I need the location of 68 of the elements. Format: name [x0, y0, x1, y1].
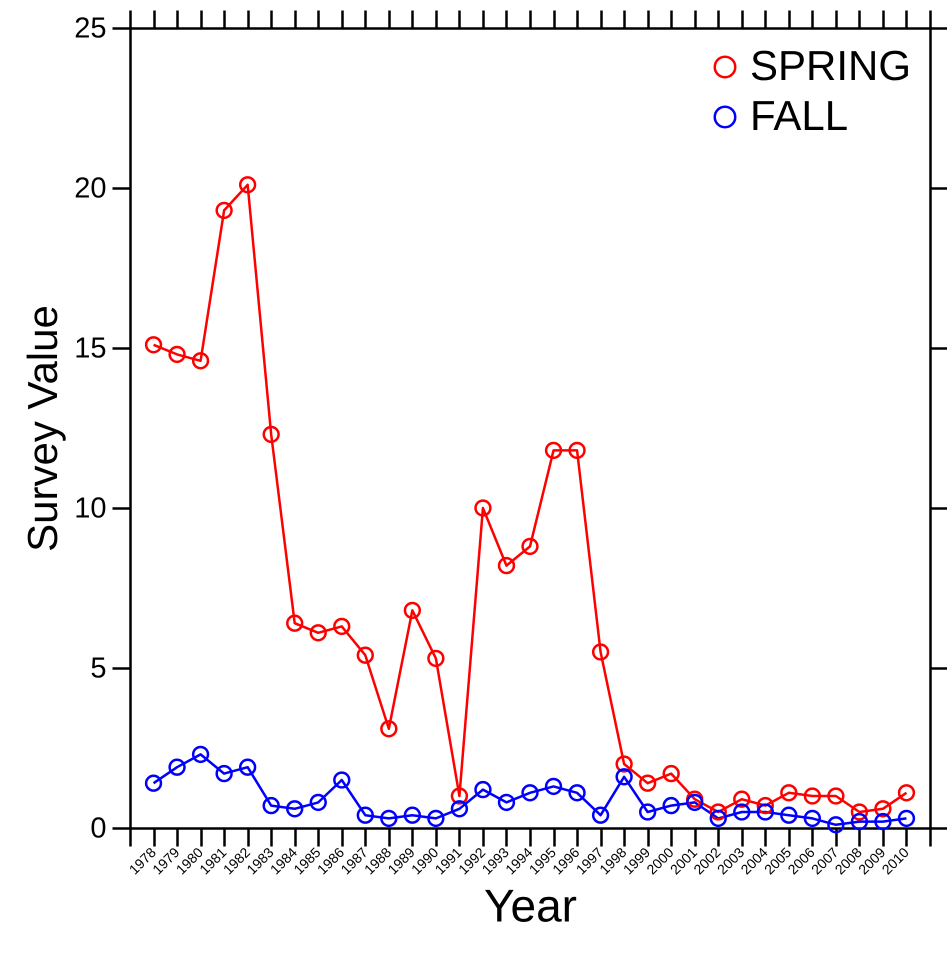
point	[192, 746, 210, 764]
point	[544, 778, 562, 796]
point	[592, 643, 610, 661]
point	[286, 800, 304, 818]
legend-label: SPRING	[750, 42, 912, 89]
point	[780, 784, 798, 802]
point	[262, 426, 280, 444]
point	[756, 803, 774, 821]
point	[874, 812, 892, 830]
point	[474, 499, 492, 517]
point	[804, 787, 822, 805]
point	[780, 806, 798, 824]
point	[404, 806, 422, 824]
point	[686, 794, 704, 812]
point	[827, 816, 845, 834]
point	[615, 768, 633, 786]
point	[310, 624, 327, 642]
point	[498, 556, 516, 574]
y-tick-label: 10	[74, 492, 106, 524]
y-tick-label: 0	[90, 812, 106, 844]
point	[544, 442, 562, 460]
point	[638, 803, 656, 821]
point	[380, 720, 398, 738]
point	[498, 794, 516, 812]
y-tick-label: 5	[90, 652, 106, 684]
point	[310, 794, 327, 812]
point	[427, 650, 445, 668]
y-axis-title: Survey Value	[19, 305, 66, 552]
point	[827, 787, 845, 805]
point	[238, 176, 256, 194]
point	[192, 352, 210, 370]
point	[356, 806, 374, 824]
point	[144, 774, 162, 792]
point	[262, 796, 280, 814]
point	[474, 780, 492, 798]
point	[168, 758, 186, 776]
point	[144, 336, 162, 354]
point	[404, 602, 422, 620]
point	[333, 771, 350, 789]
point	[733, 803, 750, 821]
point	[521, 784, 539, 802]
point	[804, 810, 822, 828]
point	[662, 764, 680, 782]
point	[333, 618, 350, 636]
point	[238, 758, 256, 776]
point	[215, 764, 233, 782]
point	[898, 810, 916, 828]
point	[850, 812, 868, 830]
point	[356, 646, 374, 664]
x-axis-title: Year	[484, 879, 577, 932]
point	[710, 810, 727, 828]
point	[568, 784, 586, 802]
y-tick-label: 15	[74, 332, 106, 364]
point	[427, 810, 445, 828]
point	[168, 346, 186, 364]
y-tick-label: 20	[74, 172, 106, 204]
point	[898, 784, 916, 802]
y-tick-label: 25	[74, 12, 106, 44]
point	[592, 806, 610, 824]
legend-label: FALL	[750, 92, 848, 139]
point	[568, 442, 586, 460]
point	[286, 614, 304, 632]
point	[215, 202, 233, 220]
point	[638, 774, 656, 792]
point	[662, 796, 680, 814]
point	[450, 800, 468, 818]
point	[380, 810, 398, 828]
point	[521, 538, 539, 556]
